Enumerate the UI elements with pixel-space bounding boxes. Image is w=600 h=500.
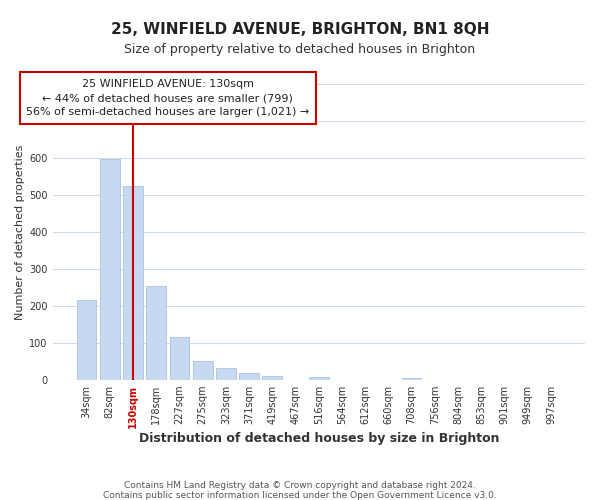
- Bar: [309, 377, 329, 380]
- Bar: [170, 336, 190, 380]
- Bar: [77, 300, 97, 380]
- Text: Contains HM Land Registry data © Crown copyright and database right 2024.: Contains HM Land Registry data © Crown c…: [124, 481, 476, 490]
- Bar: [123, 186, 143, 380]
- Text: Size of property relative to detached houses in Brighton: Size of property relative to detached ho…: [124, 42, 476, 56]
- Bar: [262, 376, 282, 380]
- Bar: [216, 368, 236, 380]
- Bar: [146, 286, 166, 380]
- Bar: [239, 373, 259, 380]
- X-axis label: Distribution of detached houses by size in Brighton: Distribution of detached houses by size …: [139, 432, 499, 445]
- Y-axis label: Number of detached properties: Number of detached properties: [15, 144, 25, 320]
- Text: 25 WINFIELD AVENUE: 130sqm
← 44% of detached houses are smaller (799)
56% of sem: 25 WINFIELD AVENUE: 130sqm ← 44% of deta…: [26, 79, 310, 117]
- Text: Contains public sector information licensed under the Open Government Licence v3: Contains public sector information licen…: [103, 491, 497, 500]
- Bar: [100, 159, 119, 380]
- Text: 25, WINFIELD AVENUE, BRIGHTON, BN1 8QH: 25, WINFIELD AVENUE, BRIGHTON, BN1 8QH: [111, 22, 489, 38]
- Bar: [402, 378, 421, 380]
- Bar: [193, 362, 212, 380]
